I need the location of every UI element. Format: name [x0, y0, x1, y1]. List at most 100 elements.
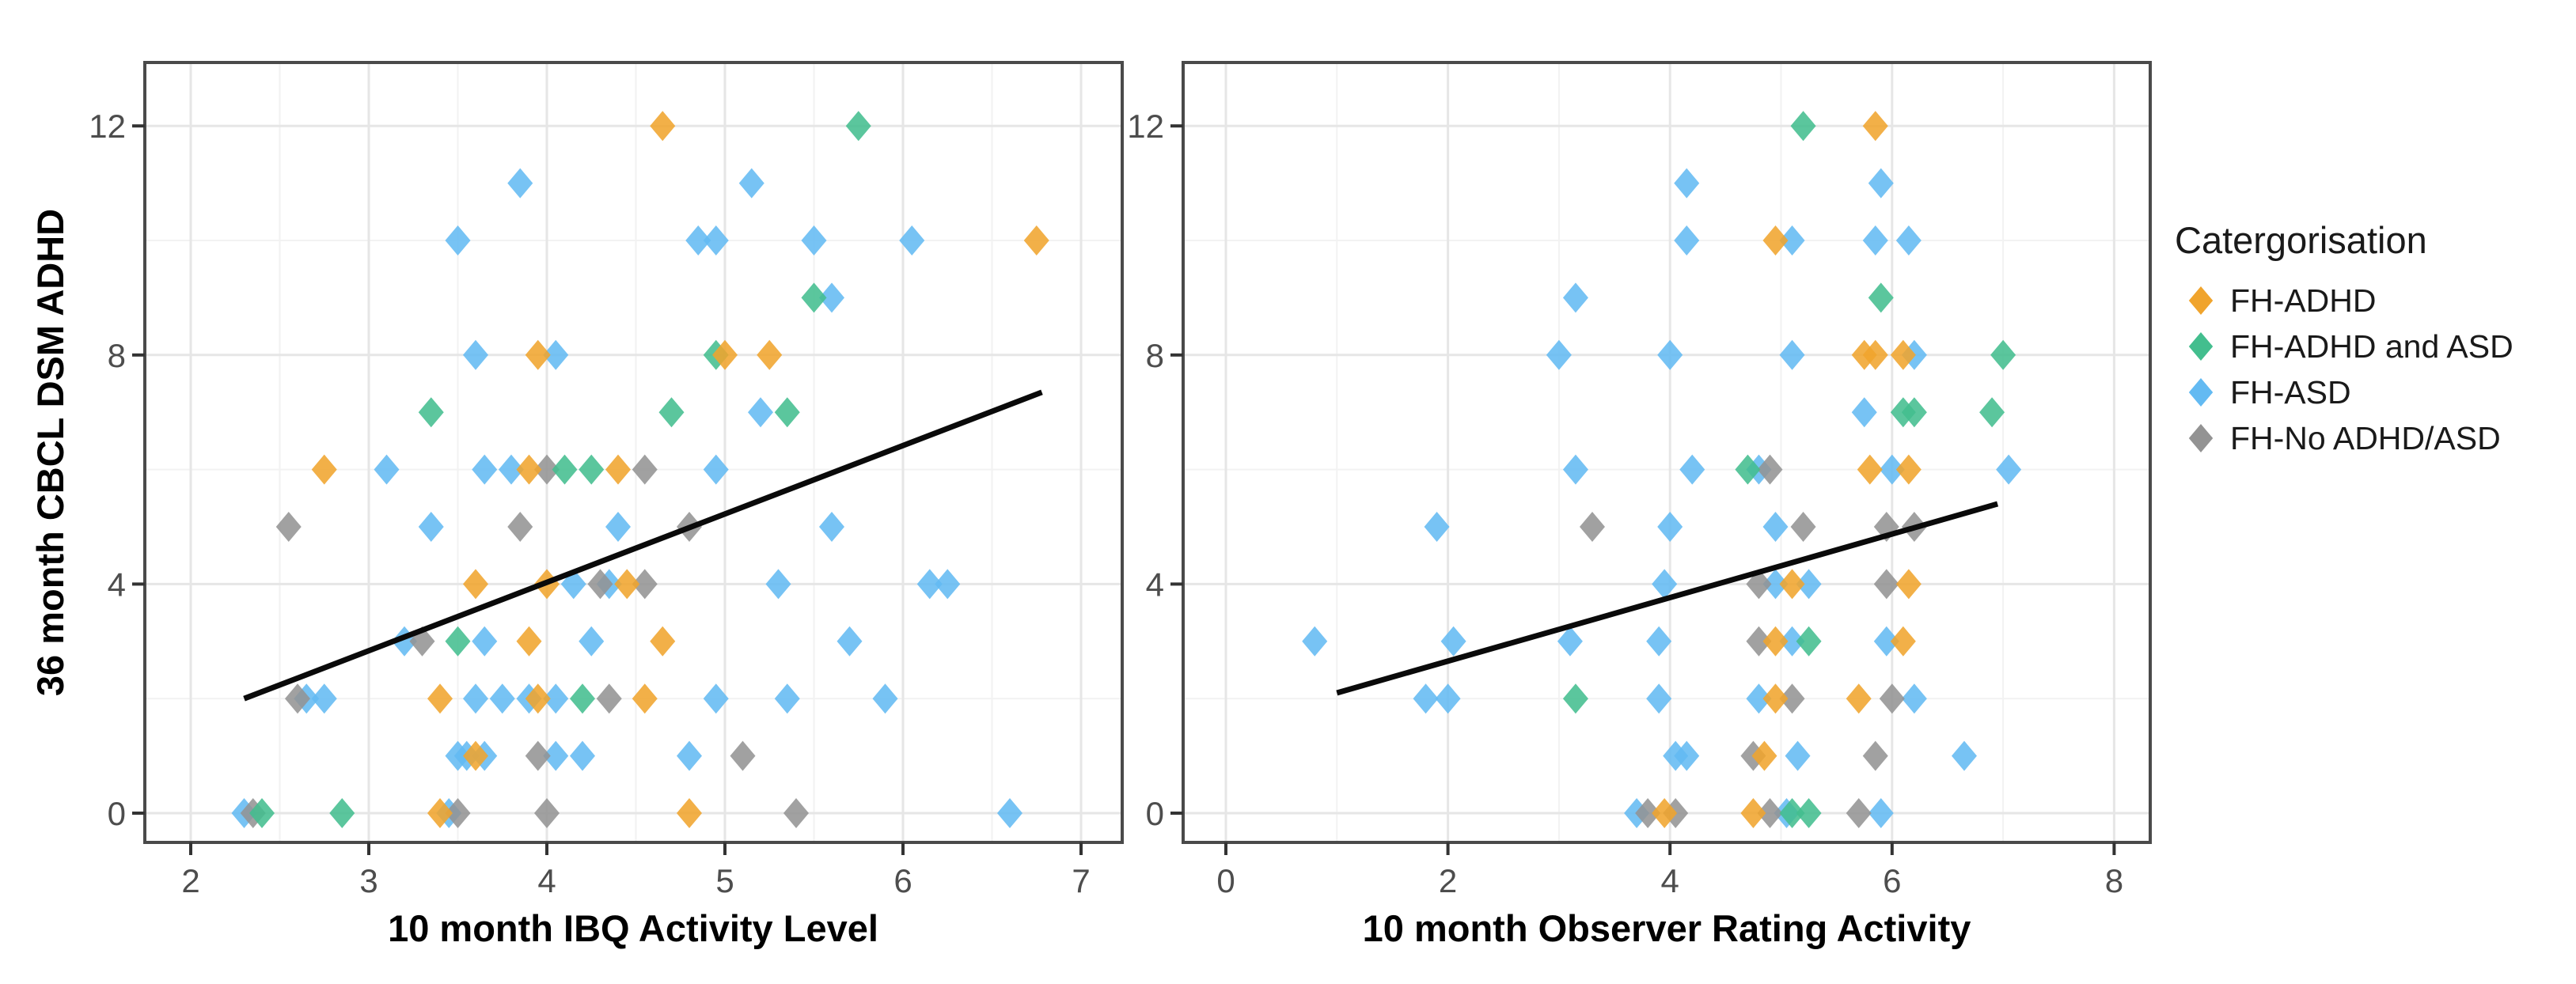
data-point: [579, 454, 605, 485]
data-point: [605, 512, 631, 542]
data-point: [285, 683, 310, 714]
data-point: [1857, 454, 1883, 485]
data-point: [1862, 740, 1888, 771]
data-point: [1751, 740, 1777, 771]
data-point: [1996, 454, 2022, 485]
legend-title: Catergorisation: [2175, 219, 2427, 261]
data-point: [579, 626, 605, 657]
data-point: [1796, 626, 1822, 657]
data-point: [650, 626, 676, 657]
data-point: [1762, 569, 1789, 600]
panel-background: [145, 62, 1122, 842]
data-point: [1546, 339, 1572, 370]
data-point: [685, 225, 711, 255]
data-point: [489, 683, 515, 714]
data-point: [1951, 740, 1977, 771]
y-axis: 0 4 8 12: [89, 108, 145, 832]
data-point: [1646, 683, 1672, 714]
legend-item-label: FH-No ADHD/ASD: [2230, 420, 2501, 456]
data-point: [1652, 569, 1678, 600]
data-point: [1435, 683, 1461, 714]
data-point: [1790, 512, 1816, 542]
data-point: [1862, 225, 1888, 255]
data-point: [1762, 626, 1789, 657]
data-point: [1796, 798, 1822, 828]
data-point: [552, 454, 578, 485]
y-tick-label: 0: [1146, 795, 1164, 832]
data-point: [1779, 626, 1805, 657]
data-point: [543, 683, 569, 714]
data-point: [899, 225, 925, 255]
data-point: [872, 683, 898, 714]
data-point: [1779, 798, 1805, 828]
data-point: [1762, 512, 1789, 542]
data-point: [1890, 626, 1916, 657]
data-point: [1652, 798, 1678, 828]
data-point: [1413, 683, 1439, 714]
data-point: [311, 683, 337, 714]
legend: Catergorisation FH-ADHD FH-ADHD and ASD FH…: [2175, 219, 2513, 456]
data-point: [738, 168, 764, 199]
data-point: [765, 569, 791, 600]
y-tick-label: 8: [108, 337, 126, 374]
data-point: [632, 569, 658, 600]
data-point: [516, 626, 542, 657]
x-axis: 2 3 4 5 6 7: [181, 842, 1091, 899]
data-point: [1990, 339, 2016, 370]
data-point: [1302, 626, 1328, 657]
y-tick-label: 8: [1146, 337, 1164, 374]
data-point: [1424, 512, 1450, 542]
data-point: [445, 798, 471, 828]
data-point: [1785, 740, 1811, 771]
data-point: [1846, 683, 1872, 714]
data-point: [1868, 168, 1894, 199]
data-point: [1779, 569, 1805, 600]
data-point: [1557, 626, 1583, 657]
data-point: [1674, 168, 1700, 199]
data-point: [1895, 454, 1922, 485]
data-point: [445, 626, 471, 657]
data-point: [1674, 225, 1700, 255]
x-axis-title-left: 10 month IBQ Activity Level: [388, 907, 878, 949]
data-point: [801, 225, 827, 255]
data-point: [1873, 569, 1899, 600]
data-point: [1562, 282, 1588, 313]
data-point: [418, 512, 444, 542]
data-point: [1562, 683, 1588, 714]
data-point: [329, 798, 355, 828]
data-point: [774, 397, 800, 428]
data-point: [1779, 683, 1805, 714]
data-point: [427, 798, 453, 828]
series-fh-adhd: [1652, 111, 1922, 828]
legend-item-label: FH-ADHD: [2230, 282, 2376, 319]
x-tick-label: 8: [2105, 862, 2123, 899]
y-tick-label: 4: [108, 566, 126, 603]
data-point: [1635, 798, 1661, 828]
data-point: [1746, 683, 1772, 714]
data-points: [231, 111, 1049, 828]
data-point: [1862, 339, 1888, 370]
data-point: [587, 569, 613, 600]
data-point: [1796, 569, 1822, 600]
panel-observer-activity: 0 2 4 6 8 0 4 8 12: [1127, 61, 2152, 899]
trend-line: [243, 389, 1043, 702]
data-point: [1646, 626, 1672, 657]
data-point: [997, 798, 1022, 828]
legend-item-label: FH-ADHD and ASD: [2230, 328, 2513, 365]
legend-item: FH-ADHD and ASD: [2188, 328, 2513, 365]
data-point: [507, 168, 533, 199]
data-point: [632, 683, 658, 714]
data-point: [463, 569, 488, 600]
panel-ibq-activity: 2 3 4 5 6 7 0 4 8 12: [89, 61, 1124, 899]
data-point: [543, 339, 569, 370]
data-point: [614, 569, 640, 600]
data-point: [783, 798, 809, 828]
data-point: [1779, 339, 1805, 370]
series-fh-adhd: [311, 111, 1049, 828]
y-tick-label: 0: [108, 795, 126, 832]
data-point: [1562, 454, 1588, 485]
data-point: [1873, 626, 1899, 657]
panel-border: [1182, 61, 2152, 844]
x-tick-label: 5: [715, 862, 734, 899]
